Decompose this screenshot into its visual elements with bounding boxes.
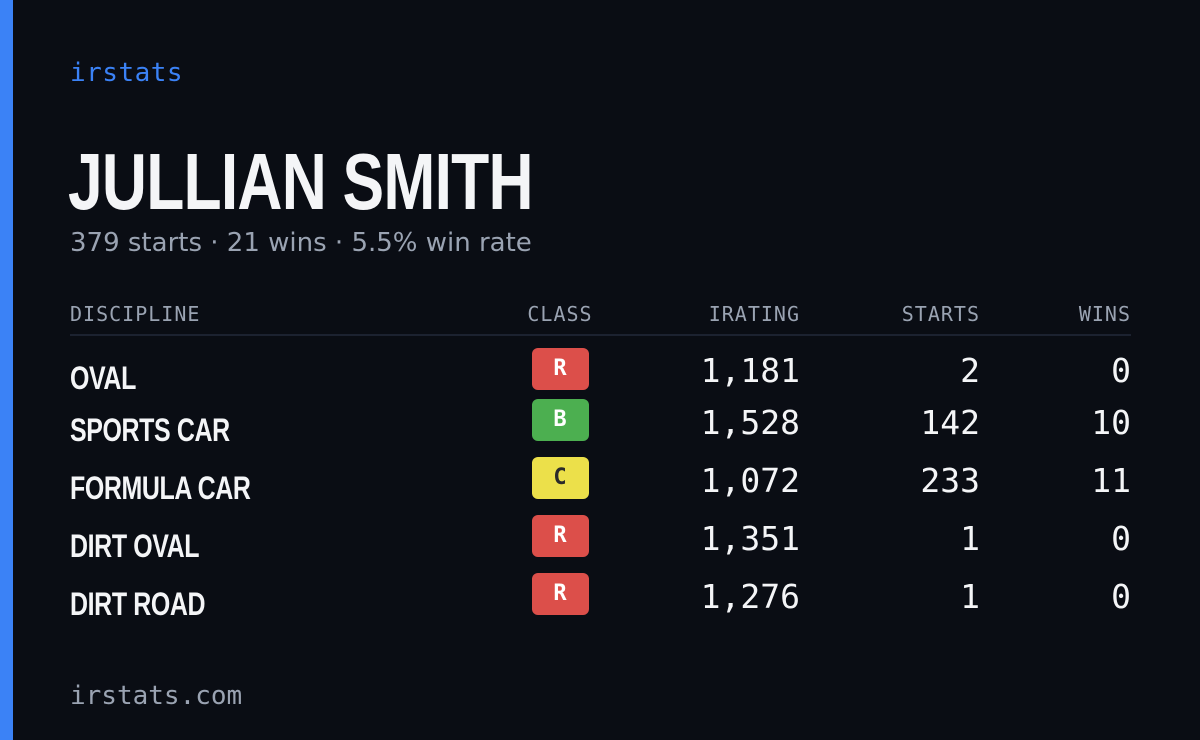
irating-value: 1,351 [700,518,800,558]
brand-logo: irstats [70,58,184,88]
header-irating: IRATING [630,294,800,336]
starts-value: 2 [960,351,980,390]
class-badge: C [531,457,589,499]
header-starts: STARTS [800,294,980,336]
header-wins: WINS [980,294,1131,336]
class-badge: R [531,515,589,557]
stats-table: DISCIPLINE CLASS IRATING STARTS WINS OVA… [70,294,1131,625]
discipline-name: DIRT OVAL [70,527,200,564]
starts-value: 1 [960,576,980,616]
table-row: SPORTS CAR B 1,528 142 10 [70,393,1131,451]
irating-value: 1,276 [700,576,800,616]
wins-value: 0 [1111,351,1131,390]
irating-value: 1,181 [700,351,800,390]
wins-value: 10 [1091,402,1131,442]
header-class: CLASS [490,294,630,336]
discipline-name: OVAL [70,360,136,396]
header-discipline: DISCIPLINE [70,294,490,336]
driver-summary: 379 starts · 21 wins · 5.5% win rate [70,228,532,258]
accent-bar [0,0,13,740]
starts-value: 142 [920,402,980,442]
discipline-name: SPORTS CAR [70,411,230,448]
table-row: DIRT ROAD R 1,276 1 0 [70,567,1131,625]
table-row: FORMULA CAR C 1,072 233 11 [70,451,1131,509]
driver-name: JULLIAN SMITH [68,137,534,226]
footer-url: irstats.com [70,681,243,711]
wins-value: 11 [1091,460,1131,500]
table-header-row: DISCIPLINE CLASS IRATING STARTS WINS [70,294,1131,336]
class-badge: R [531,347,589,390]
wins-value: 0 [1111,518,1131,558]
table-row: DIRT OVAL R 1,351 1 0 [70,509,1131,567]
class-badge: R [531,573,589,615]
starts-value: 1 [960,518,980,558]
class-badge: B [531,399,589,441]
wins-value: 0 [1111,576,1131,616]
discipline-name: FORMULA CAR [70,469,251,506]
irating-value: 1,528 [700,402,800,442]
starts-value: 233 [920,460,980,500]
irating-value: 1,072 [700,460,800,500]
table-row: OVAL R 1,181 2 0 [70,335,1131,396]
discipline-name: DIRT ROAD [70,585,206,622]
